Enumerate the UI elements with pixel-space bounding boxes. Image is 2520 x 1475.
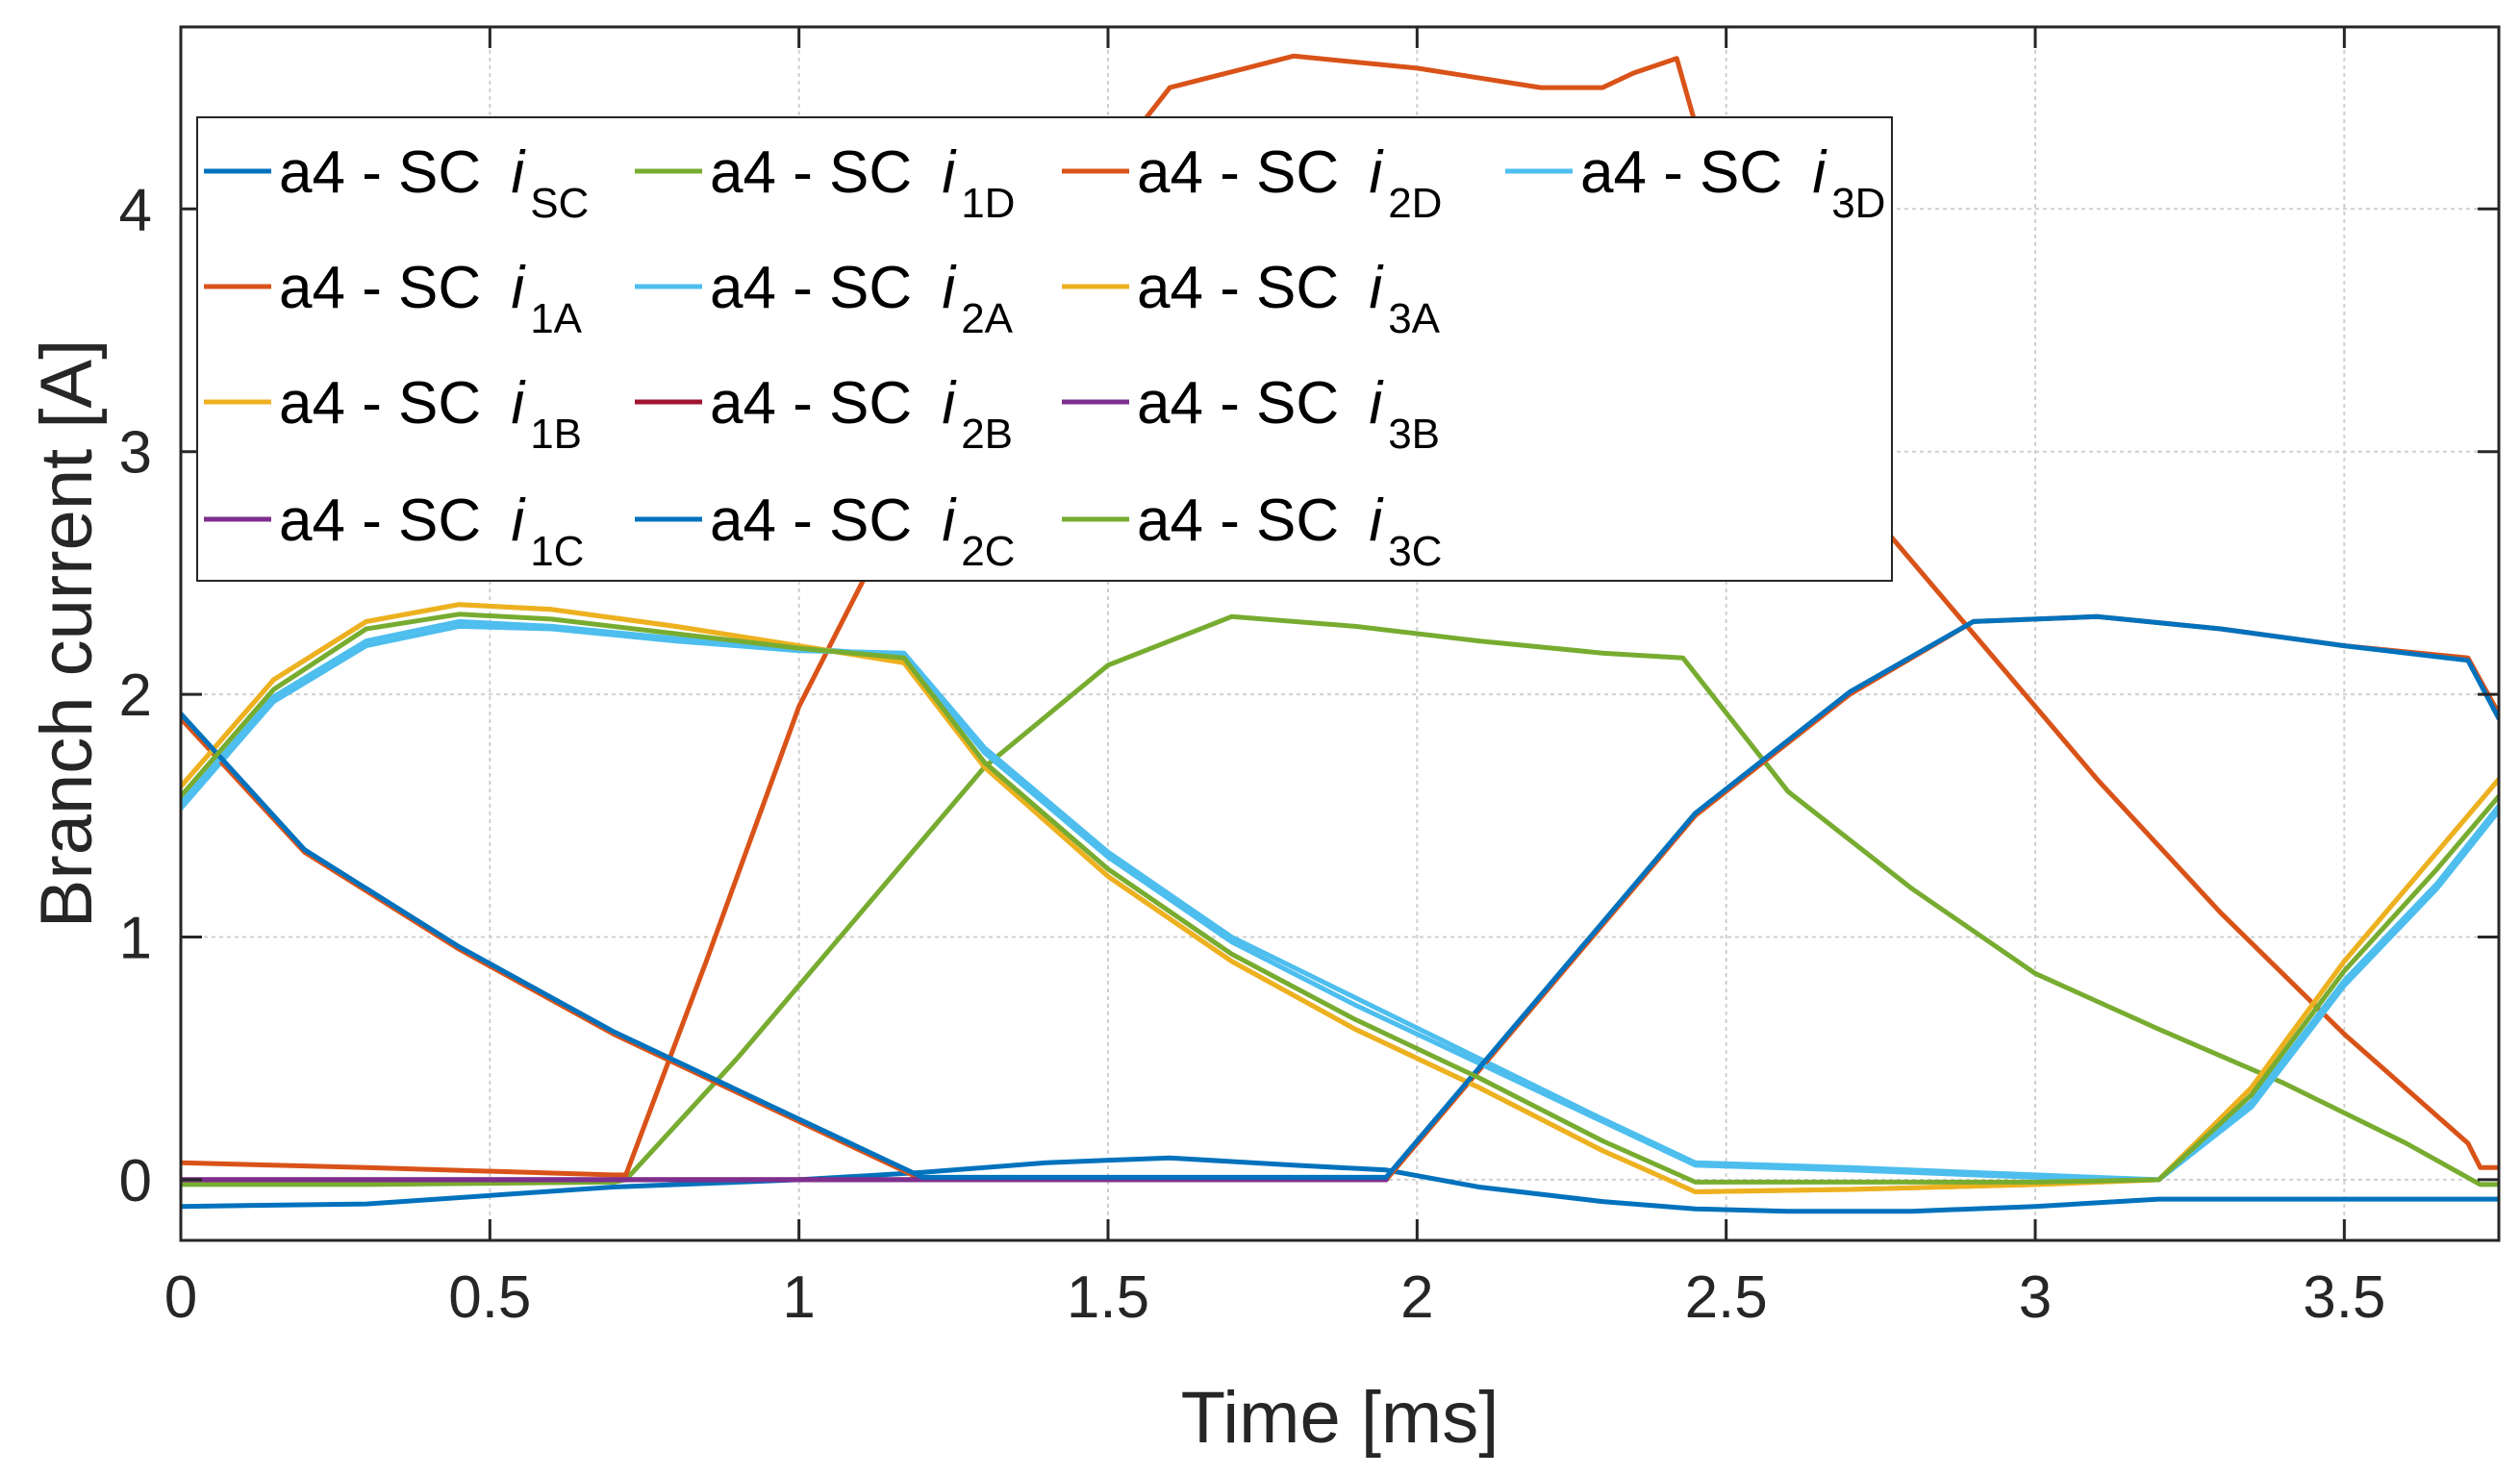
- legend-entry-1c: a4 - SC i 1C: [204, 488, 584, 575]
- plot-area-frame: [179, 25, 2501, 1242]
- legend-symbol: i: [1369, 139, 1384, 206]
- legend-subscript: SC: [530, 180, 589, 227]
- x-tick-label: 2.5: [1685, 1264, 1768, 1331]
- x-tick-label: 2: [1400, 1264, 1433, 1331]
- legend-symbol: i: [1812, 139, 1827, 206]
- legend-entry-2d: a4 - SC i 2D: [1062, 139, 1442, 227]
- legend-entry-3a: a4 - SC i 3A: [1062, 255, 1441, 342]
- legend-entry-3d: a4 - SC i 3D: [1505, 139, 1885, 227]
- legend-symbol: i: [1369, 255, 1384, 321]
- series-line-3c: [181, 612, 2499, 1185]
- series-line-2a: [181, 618, 2499, 1183]
- y-tick-label: 0: [119, 1148, 152, 1214]
- legend-label: a4 - SC i 1D: [710, 139, 1015, 227]
- series-layer: [181, 53, 2499, 1214]
- legend-label: a4 - SC i 2D: [1137, 139, 1442, 227]
- legend-entry-3c: a4 - SC i 3C: [1062, 488, 1442, 575]
- legend-prefix: a4 - SC: [1137, 255, 1355, 321]
- y-axis-ticks: 0 1 2 3 4: [119, 177, 2499, 1214]
- legend-entry-2c: a4 - SC i 2C: [635, 488, 1015, 575]
- legend-entry-sc: a4 - SC i SC: [204, 139, 589, 227]
- legend-prefix: a4 - SC: [1137, 370, 1355, 437]
- legend-label: a4 - SC i 2A: [710, 255, 1014, 342]
- legend-label: a4 - SC i 1A: [279, 255, 583, 342]
- x-tick-label: 1.5: [1067, 1264, 1149, 1331]
- y-axis-label: Branch current [A]: [26, 339, 108, 929]
- y-tick-label: 2: [119, 662, 152, 729]
- legend-prefix: a4 - SC: [710, 139, 928, 206]
- legend-label: a4 - SC i 2B: [710, 370, 1013, 458]
- y-tick-label: 1: [119, 906, 152, 972]
- y-tick-label: 3: [119, 420, 152, 487]
- x-tick-label: 3.5: [2303, 1264, 2385, 1331]
- legend-symbol: i: [942, 255, 957, 321]
- series-line-2c: [181, 613, 2499, 1180]
- legend-prefix: a4 - SC: [710, 370, 928, 437]
- series-line-2d: [181, 53, 2499, 1178]
- legend-symbol: i: [511, 488, 526, 554]
- legend-subscript: 2A: [961, 295, 1013, 342]
- legend-label: a4 - SC i 3D: [1580, 139, 1885, 227]
- legend-symbol: i: [942, 488, 957, 554]
- legend-subscript: 2B: [961, 411, 1013, 458]
- legend-box: [196, 116, 1893, 582]
- legend-label: a4 - SC i 3A: [1137, 255, 1441, 342]
- series-line-1b: [181, 602, 2499, 1194]
- legend-subscript: 1D: [961, 180, 1015, 227]
- legend-label: a4 - SC i 1B: [279, 370, 582, 458]
- x-axis-label: Time [ms]: [1181, 1377, 1499, 1459]
- legend-entry-1b: a4 - SC i 1B: [204, 370, 582, 458]
- legend-symbol: i: [1369, 488, 1384, 554]
- x-tick-label: 3: [2019, 1264, 2052, 1331]
- legend-entry-2b: a4 - SC i 2B: [635, 370, 1013, 458]
- legend-label: a4 - SC i SC: [279, 139, 589, 227]
- legend-symbol: i: [1369, 370, 1384, 437]
- legend-subscript: 1A: [530, 295, 582, 342]
- legend-symbol: i: [511, 139, 526, 206]
- x-tick-label: 0: [164, 1264, 197, 1331]
- legend-prefix: a4 - SC: [279, 255, 497, 321]
- x-tick-label: 0.5: [448, 1264, 531, 1331]
- legend-symbol: i: [511, 255, 526, 321]
- legend-subscript: 3B: [1388, 411, 1440, 458]
- legend: a4 - SC i SC a4 - SC i 1D a4 - SC i 2D a4 - SC…: [196, 116, 1893, 582]
- legend-subscript: 1C: [530, 528, 584, 575]
- legend-prefix: a4 - SC: [1137, 139, 1355, 206]
- legend-prefix: a4 - SC: [710, 255, 928, 321]
- legend-prefix: a4 - SC: [279, 139, 497, 206]
- x-tick-label: 1: [782, 1264, 815, 1331]
- legend-subscript: 2D: [1388, 180, 1442, 227]
- legend-prefix: a4 - SC: [1580, 139, 1799, 206]
- legend-symbol: i: [511, 370, 526, 437]
- legend-entry-3b: a4 - SC i 3B: [1062, 370, 1440, 458]
- legend-subscript: 3C: [1388, 528, 1442, 575]
- legend-entry-1d: a4 - SC i 1D: [635, 139, 1015, 227]
- legend-subscript: 3A: [1388, 295, 1440, 342]
- x-axis-ticks: 0 0.5 1 1.5 2 2.5 3 3.5: [164, 27, 2385, 1331]
- legend-entry-1a: a4 - SC i 1A: [204, 255, 583, 342]
- legend-label: a4 - SC i 2C: [710, 488, 1015, 575]
- legend-label: a4 - SC i 3B: [1137, 370, 1440, 458]
- y-tick-label: 4: [119, 177, 152, 243]
- legend-subscript: 1B: [530, 411, 582, 458]
- legend-prefix: a4 - SC: [279, 370, 497, 437]
- legend-label: a4 - SC i 1C: [279, 488, 584, 575]
- legend-symbol: i: [942, 139, 957, 206]
- legend-entry-2a: a4 - SC i 2A: [635, 255, 1014, 342]
- legend-subscript: 3D: [1831, 180, 1885, 227]
- legend-prefix: a4 - SC: [1137, 488, 1355, 554]
- legend-prefix: a4 - SC: [279, 488, 497, 554]
- series-line-1d: [181, 613, 2499, 1188]
- legend-label: a4 - SC i 3C: [1137, 488, 1442, 575]
- legend-prefix: a4 - SC: [710, 488, 928, 554]
- legend-symbol: i: [942, 370, 957, 437]
- legend-subscript: 2C: [961, 528, 1015, 575]
